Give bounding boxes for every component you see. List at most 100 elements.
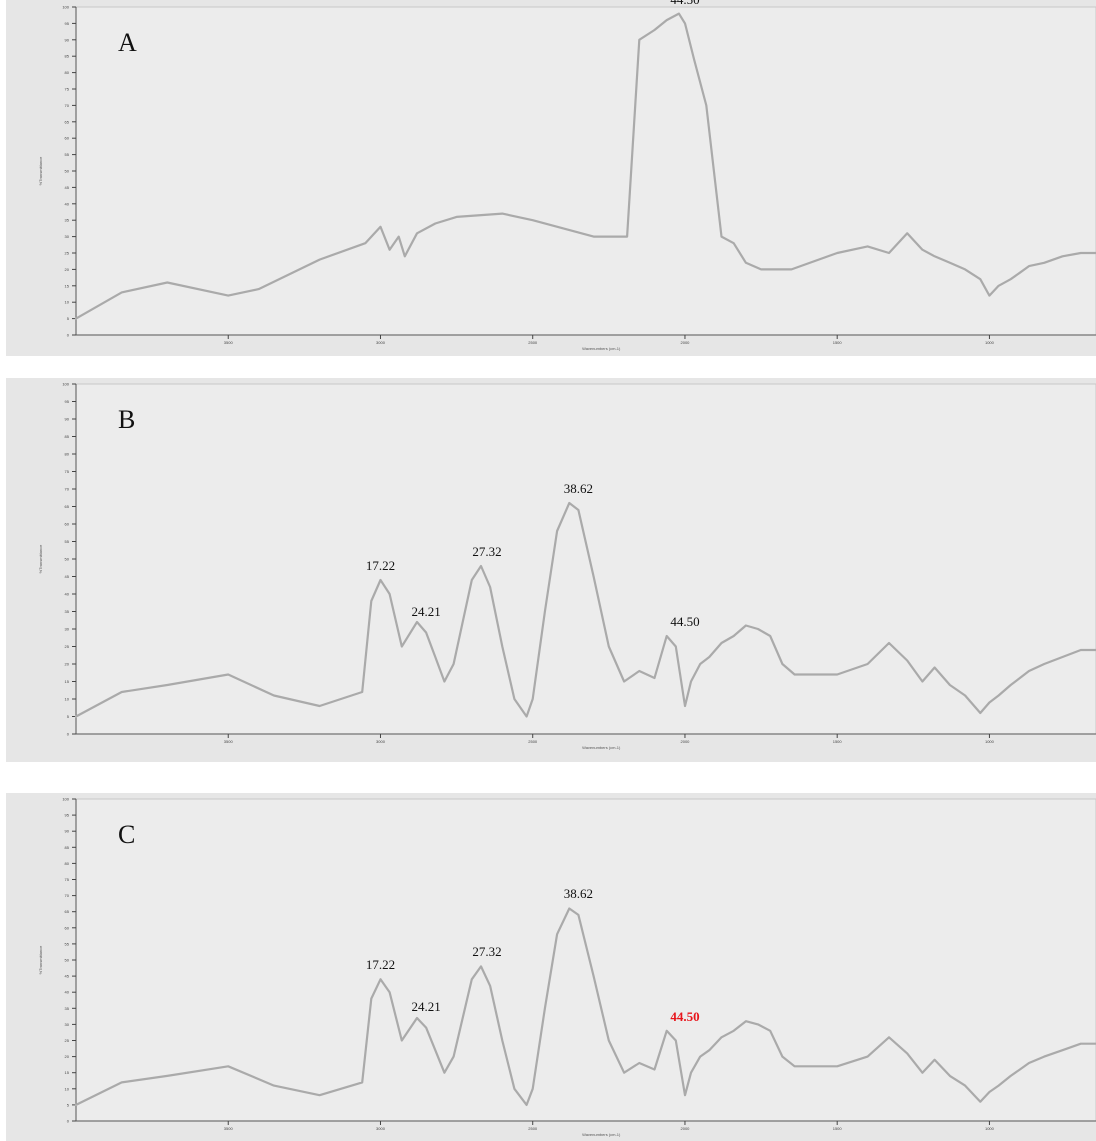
peak-label: 38.62: [563, 481, 593, 496]
x-tick-label: 3000: [376, 1126, 386, 1131]
x-tick-label: 3500: [224, 340, 234, 345]
y-tick-label: 30: [65, 627, 70, 632]
x-tick-label: 2000: [681, 340, 691, 345]
y-tick-label: 60: [65, 136, 70, 141]
y-tick-label: 80: [65, 861, 70, 866]
y-tick-label: 55: [65, 539, 70, 544]
plot-frame: [75, 6, 1096, 336]
y-axis-title: %Transmittance: [38, 945, 43, 975]
spectrum-line: [74, 12, 1096, 320]
y-tick-label: 75: [65, 877, 70, 882]
y-tick-label: 80: [65, 452, 70, 457]
y-tick-label: 20: [65, 662, 70, 667]
y-tick-label: 55: [65, 941, 70, 946]
y-tick-label: 65: [65, 119, 70, 124]
panel-letter: A: [118, 28, 137, 57]
y-tick-label: 85: [65, 54, 70, 59]
peak-label: 17.22: [365, 558, 396, 573]
y-tick-label: 0: [67, 732, 70, 737]
y-tick-label: 40: [65, 990, 70, 995]
x-tick-label: 1000: [985, 1126, 995, 1131]
y-tick-label: 20: [65, 267, 70, 272]
y-tick-label: 25: [65, 1038, 70, 1043]
y-tick-label: 0: [67, 333, 70, 338]
spectrum-panel-a: 100 95 90 85 80 75 70 65 60 55 50 45 40 35 30 25 20 15 10 5…: [6, 0, 1096, 356]
y-tick-label: 65: [65, 504, 70, 509]
y-tick-label: 15: [65, 679, 70, 684]
y-tick-label: 75: [65, 87, 70, 92]
x-tick-label: 1000: [985, 340, 995, 345]
x-tick-label: 1500: [833, 739, 843, 744]
y-tick-label: 40: [65, 592, 70, 597]
y-tick-label: 95: [65, 21, 70, 26]
y-tick-label: 25: [65, 251, 70, 256]
y-tick-label: 70: [65, 893, 70, 898]
y-tick-label: 35: [65, 609, 70, 614]
y-tick-label: 70: [65, 103, 70, 108]
y-tick-label: 95: [65, 399, 70, 404]
y-tick-label: 55: [65, 152, 70, 157]
spectrum-line: [74, 907, 1096, 1106]
plot-frame: [75, 383, 1096, 735]
y-tick-label: 40: [65, 201, 70, 206]
y-tick-label: 90: [65, 417, 70, 422]
y-tick-label: 45: [65, 974, 70, 979]
y-tick-label: 100: [62, 5, 69, 10]
plot-frame: [75, 798, 1096, 1122]
y-tick-label: 70: [65, 487, 70, 492]
y-tick-label: 50: [65, 958, 70, 963]
y-axis-title: %Transmittance: [38, 544, 43, 574]
x-tick-label: 3500: [224, 1126, 234, 1131]
y-tick-label: 100: [62, 382, 69, 387]
y-tick-label: 35: [65, 1006, 70, 1011]
y-tick-label: 45: [65, 185, 70, 190]
x-tick-label: 2000: [681, 1126, 691, 1131]
y-tick-label: 95: [65, 813, 70, 818]
y-tick-label: 90: [65, 37, 70, 42]
x-axis-title: Wavenumbers (cm-1): [582, 346, 621, 351]
y-tick-label: 30: [65, 1022, 70, 1027]
y-tick-label: 20: [65, 1054, 70, 1059]
y-tick-label: 5: [67, 1102, 70, 1107]
y-tick-label: 5: [67, 316, 70, 321]
x-tick-label: 1000: [985, 739, 995, 744]
y-tick-label: 10: [65, 697, 70, 702]
x-tick-label: 1500: [833, 340, 843, 345]
y-tick-label: 0: [67, 1119, 70, 1124]
peak-label: 27.32: [472, 544, 502, 559]
spectrum-svg: 1009590858075706560555045403530252015105…: [38, 5, 1096, 351]
y-tick-label: 30: [65, 234, 70, 239]
x-tick-label: 3500: [224, 739, 234, 744]
panel-letter: C: [118, 820, 136, 849]
panel-letter: B: [118, 405, 136, 434]
x-tick-label: 2500: [528, 1126, 538, 1131]
y-tick-label: 10: [65, 1086, 70, 1091]
y-tick-label: 100: [62, 797, 69, 802]
spectrum-panel-c: 100 95 90 85 80 75 70 65 60 55 50 45 40 35 30 25 20 15 10 5…: [6, 793, 1096, 1141]
spectrum-line: [74, 501, 1096, 718]
y-tick-label: 45: [65, 574, 70, 579]
y-tick-label: 50: [65, 557, 70, 562]
x-tick-label: 3000: [376, 739, 386, 744]
spectrum-svg: 1009590858075706560555045403530252015105…: [38, 382, 1096, 750]
peak-label: 27.32: [472, 944, 502, 960]
y-tick-label: 15: [65, 1070, 70, 1075]
x-tick-label: 2500: [528, 739, 538, 744]
peak-label: 44.50: [670, 1008, 700, 1024]
y-tick-label: 80: [65, 70, 70, 75]
peak-label: 44.50: [670, 0, 699, 8]
y-tick-label: 60: [65, 925, 70, 930]
y-tick-label: 85: [65, 845, 70, 850]
y-axis-title: %Transmittance: [38, 156, 43, 186]
spectrum-panel-b: 100 95 90 85 80 75 70 65 60 55 50 45 40 35 30 25 20 15 10 5…: [6, 378, 1096, 762]
y-tick-label: 5: [67, 714, 70, 719]
peak-label: 24.21: [411, 603, 441, 619]
y-tick-label: 85: [65, 434, 70, 439]
peak-label: 24.21: [411, 999, 441, 1015]
peak-label: 38.62: [563, 886, 593, 902]
y-tick-label: 50: [65, 169, 70, 174]
y-tick-label: 25: [65, 644, 70, 649]
y-tick-label: 35: [65, 218, 70, 223]
x-tick-label: 2500: [528, 340, 538, 345]
spectrum-svg: 1009590858075706560555045403530252015105…: [38, 797, 1096, 1137]
